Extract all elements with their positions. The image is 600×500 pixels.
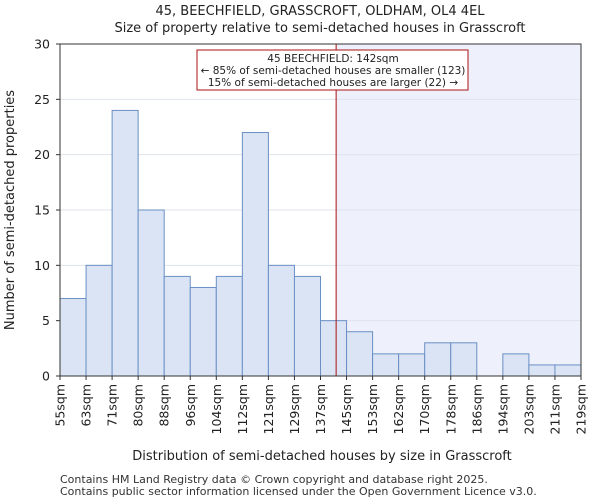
x-tick-label: 112sqm — [235, 384, 250, 434]
bar-121sqm — [267, 264, 295, 377]
y-tick-label: 0 — [42, 369, 50, 384]
y-tick-label: 20 — [34, 147, 50, 162]
bar-112sqm — [241, 132, 269, 377]
x-tick-label: 63sqm — [79, 384, 94, 427]
bar-55sqm — [59, 298, 87, 377]
x-axis-label: Distribution of semi-detached houses by … — [132, 449, 512, 464]
y-tick-label: 25 — [34, 92, 50, 107]
x-tick-label: 186sqm — [469, 384, 484, 434]
annotation-box: 45 BEECHFIELD: 142sqm ← 85% of semi-deta… — [196, 49, 469, 91]
bar-63sqm — [85, 264, 113, 377]
x-tick-label: 88sqm — [157, 384, 172, 427]
annotation-line2: ← 85% of semi-detached houses are smalle… — [201, 65, 466, 77]
annotation-border — [196, 49, 469, 91]
footer-line2: Contains public sector information licen… — [60, 485, 537, 498]
bar-178sqm — [450, 342, 478, 377]
x-tick-label: 55sqm — [53, 384, 68, 427]
y-tick-label: 15 — [34, 203, 50, 218]
bar-71sqm — [111, 109, 139, 377]
x-tick-label: 80sqm — [131, 384, 146, 427]
x-tick-label: 121sqm — [261, 384, 276, 434]
x-tick-label: 170sqm — [417, 384, 432, 434]
y-tick-label: 30 — [34, 37, 50, 52]
bar-170sqm — [424, 342, 452, 377]
bar-80sqm — [137, 209, 165, 377]
bar-203sqm — [528, 364, 556, 377]
bar-153sqm — [372, 353, 400, 377]
bar-96sqm — [189, 286, 217, 377]
y-tick-label: 5 — [42, 313, 50, 328]
x-tick-label: 137sqm — [313, 384, 328, 434]
x-tick-label: 129sqm — [287, 384, 302, 434]
bar-88sqm — [163, 275, 191, 377]
x-tick-label: 153sqm — [365, 384, 380, 434]
x-tick-labels: 55sqm 63sqm 71sqm 80sqm 88sqm 96sqm 104sqm 112s… — [53, 376, 589, 434]
chart-title-line2: Size of property relative to semi-detach… — [114, 21, 525, 36]
bar-194sqm — [502, 353, 530, 377]
x-tick-label: 194sqm — [495, 384, 510, 434]
x-tick-label: 145sqm — [339, 384, 354, 434]
annotation-line1: 45 BEECHFIELD: 142sqm — [267, 53, 398, 65]
x-tick-label: 104sqm — [209, 384, 224, 434]
y-axis-label: Number of semi-detached properties — [3, 90, 18, 330]
bar-145sqm — [346, 331, 374, 377]
x-tick-label: 211sqm — [547, 384, 562, 434]
y-tick-label: 10 — [34, 258, 50, 273]
x-tick-label: 162sqm — [391, 384, 406, 434]
bar-129sqm — [293, 275, 322, 377]
x-tick-label: 71sqm — [105, 384, 120, 427]
annotation-line3: 15% of semi-detached houses are larger (… — [208, 77, 459, 89]
x-tick-label: 203sqm — [521, 384, 536, 434]
x-tick-label: 178sqm — [443, 384, 458, 434]
footer-line1: Contains HM Land Registry data © Crown c… — [60, 473, 488, 486]
x-tick-label: 96sqm — [183, 384, 198, 427]
bar-211sqm — [554, 364, 582, 377]
bar-162sqm — [398, 353, 426, 377]
x-tick-label: 219sqm — [574, 384, 589, 434]
bar-137sqm — [320, 320, 348, 377]
bar-104sqm — [215, 275, 243, 377]
y-tick-labels: 0 5 10 15 20 25 30 — [34, 37, 60, 384]
chart-title-line1: 45, BEECHFIELD, GRASSCROFT, OLDHAM, OL4 … — [155, 4, 485, 19]
